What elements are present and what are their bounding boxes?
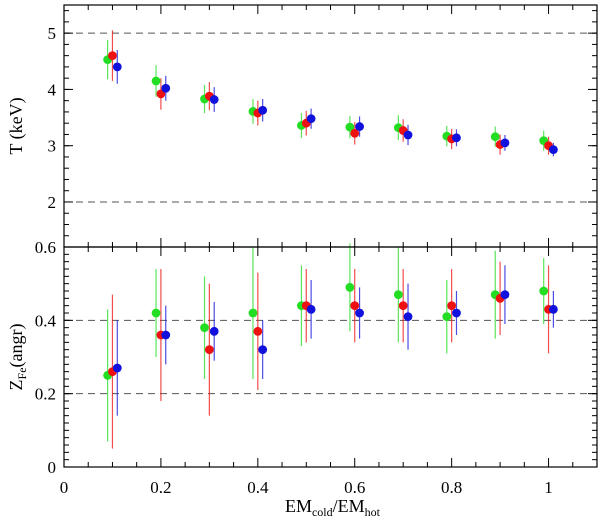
data-point — [161, 83, 171, 93]
top-reference-lines — [64, 32, 597, 203]
data-point — [345, 122, 355, 132]
top-data-marks — [103, 30, 558, 157]
x-label-separator: /EM — [333, 496, 365, 516]
bottom-plot-frame — [63, 246, 598, 468]
y-label-main: Z — [6, 379, 26, 390]
data-point — [161, 330, 171, 340]
data-point — [500, 138, 510, 148]
top-ticks: 2 3 4 5 — [48, 5, 597, 247]
top-y-axis-label: T (keV) — [6, 97, 27, 154]
y-label-subscript: Fe — [15, 367, 29, 379]
data-point — [345, 282, 355, 292]
data-point — [350, 128, 360, 138]
y-tick-label: 3 — [48, 137, 57, 156]
data-point — [355, 122, 364, 131]
data-point — [209, 95, 219, 104]
data-point — [108, 51, 117, 61]
data-point — [452, 308, 461, 318]
data-point — [548, 304, 558, 314]
bottom-y-axis-label: ZFe(angr) — [6, 324, 29, 391]
bottom-ticks: 0 0.2 0.4 0.6 0 0.2 0.4 0.6 0.8 1 — [35, 238, 597, 497]
data-point — [151, 308, 161, 318]
data-point — [258, 105, 268, 115]
data-point — [200, 323, 209, 333]
x-axis-label: EMcold/EMhot — [285, 496, 381, 519]
data-point — [442, 312, 452, 322]
data-point — [209, 326, 219, 336]
data-point — [452, 133, 461, 143]
x-tick-label: 0 — [60, 478, 69, 497]
data-point — [112, 62, 122, 72]
y-tick-label: 0 — [48, 458, 57, 477]
y-tick-label: 5 — [48, 24, 57, 43]
data-point — [403, 130, 413, 140]
x-tick-label: 0.4 — [247, 478, 269, 497]
top-panel: 2 3 4 5 T (keV) — [6, 4, 598, 248]
x-tick-label: 0.8 — [441, 478, 462, 497]
data-point — [112, 363, 122, 373]
data-point — [548, 145, 558, 155]
data-point — [306, 304, 316, 314]
data-point — [500, 290, 510, 300]
top-plot-frame — [63, 4, 598, 248]
data-point — [398, 301, 408, 311]
y-label-suffix: (angr) — [6, 324, 27, 368]
data-point — [539, 286, 549, 296]
x-label-main: EM — [285, 496, 312, 516]
data-point — [151, 76, 161, 86]
x-tick-label: 0.6 — [344, 478, 365, 497]
data-point — [447, 301, 457, 311]
data-point — [248, 308, 258, 318]
bottom-panel: 0 0.2 0.4 0.6 0 0.2 0.4 0.6 0.8 1 ZFe(angr) EMcol… — [6, 238, 598, 519]
data-point — [350, 301, 360, 311]
y-tick-label: 0.6 — [35, 238, 56, 257]
y-tick-label: 0.4 — [35, 311, 57, 330]
y-tick-label: 2 — [48, 193, 57, 212]
bottom-data-marks — [103, 243, 558, 449]
x-tick-label: 0.2 — [150, 478, 171, 497]
y-tick-label: 0.2 — [35, 385, 56, 404]
data-point — [258, 345, 268, 355]
x-tick-label: 1 — [544, 478, 553, 497]
data-point — [393, 290, 403, 300]
data-point — [490, 132, 500, 142]
data-point — [253, 326, 263, 336]
x-label-subscript-cold: cold — [312, 505, 333, 519]
data-point — [204, 345, 214, 355]
bottom-reference-lines — [64, 319, 597, 395]
data-point — [403, 312, 413, 322]
x-label-subscript-hot: hot — [365, 505, 381, 519]
y-tick-label: 4 — [48, 80, 57, 99]
data-point — [306, 114, 316, 124]
data-point — [355, 308, 364, 318]
